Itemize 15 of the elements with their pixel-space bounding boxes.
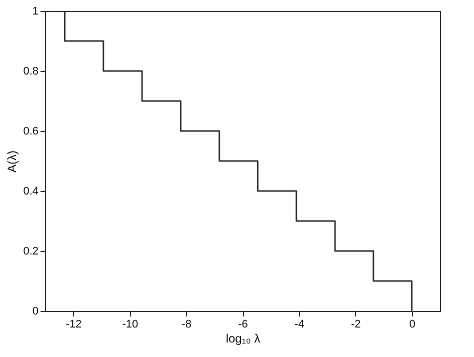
x-tick-label: -8 — [182, 318, 192, 330]
y-axis-title: A(λ) — [5, 150, 20, 172]
x-tick-label: -4 — [294, 318, 304, 330]
x-tick-label: 0 — [409, 318, 416, 330]
x-tick-label: -2 — [350, 318, 361, 330]
x-axis-title: log₁₀ λ — [226, 332, 260, 346]
y-tick-label: 0 — [32, 306, 38, 318]
x-tick-label: -6 — [238, 318, 248, 330]
y-tick-label: 0.8 — [23, 66, 38, 78]
y-tick-label: 1 — [32, 6, 38, 18]
x-tick-label: -10 — [122, 318, 138, 330]
x-tick-label: -12 — [66, 318, 82, 330]
y-tick-label: 0.4 — [23, 186, 38, 198]
y-tick-label: 0.2 — [23, 246, 38, 258]
y-tick-label: 0.6 — [23, 126, 38, 138]
